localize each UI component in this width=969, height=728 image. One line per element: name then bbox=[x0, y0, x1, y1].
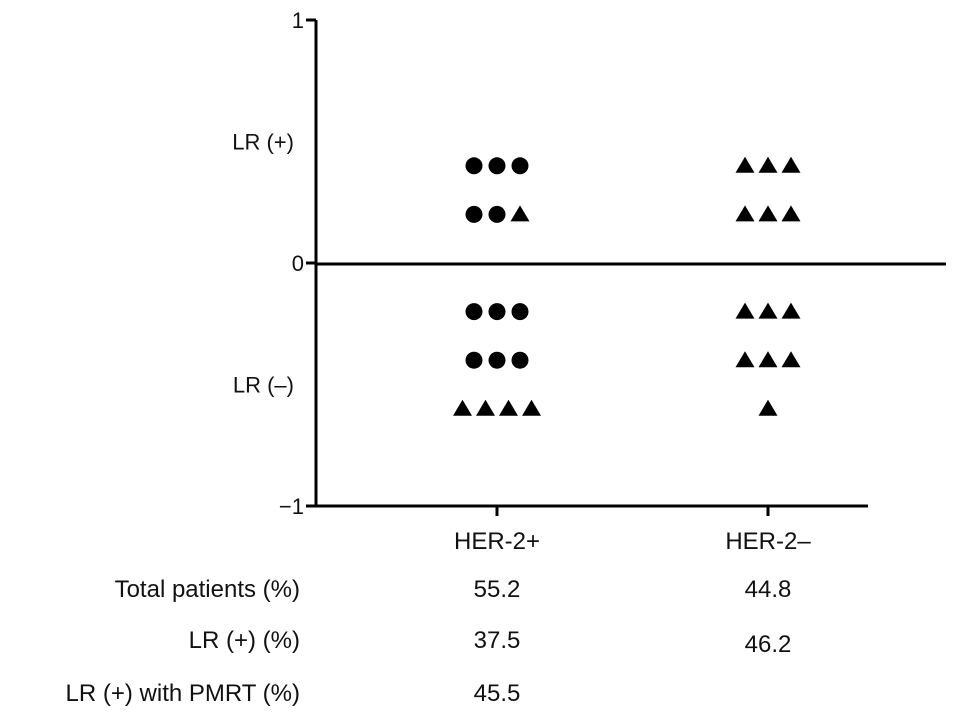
y-tick-labels: 1 0 −1 bbox=[279, 8, 304, 519]
data-point-circle bbox=[511, 303, 529, 321]
category-label: HER-2+ bbox=[454, 528, 540, 555]
data-point-triangle bbox=[735, 205, 755, 222]
data-point-triangle bbox=[735, 156, 755, 173]
data-point-triangle bbox=[781, 302, 801, 319]
data-point-triangle bbox=[758, 302, 778, 319]
data-point-circle bbox=[511, 351, 529, 369]
data-point-triangle bbox=[499, 399, 518, 416]
data-point-circle bbox=[488, 157, 506, 175]
data-point-circle bbox=[465, 205, 483, 223]
data-markers bbox=[453, 156, 801, 416]
data-point-circle bbox=[465, 351, 483, 369]
y-tick-label: 1 bbox=[292, 8, 304, 33]
data-point-triangle bbox=[735, 351, 755, 368]
table-cell-value: 45.5 bbox=[474, 680, 521, 707]
data-point-triangle bbox=[758, 205, 778, 222]
data-point-triangle bbox=[476, 399, 495, 416]
data-point-circle bbox=[511, 157, 529, 175]
data-point-triangle bbox=[781, 156, 801, 173]
data-point-triangle bbox=[522, 399, 541, 416]
y-region-labels: LR (+) LR (–) bbox=[232, 130, 294, 398]
data-point-triangle bbox=[781, 205, 801, 222]
data-point-circle bbox=[465, 157, 483, 175]
data-point-circle bbox=[488, 351, 506, 369]
y-region-label: LR (+) bbox=[232, 130, 294, 155]
data-point-triangle bbox=[510, 205, 530, 222]
data-point-triangle bbox=[735, 302, 755, 319]
data-point-triangle bbox=[453, 399, 472, 416]
y-tick-label: 0 bbox=[292, 251, 304, 276]
table-cell-value: 46.2 bbox=[745, 631, 792, 658]
data-point-circle bbox=[465, 303, 483, 321]
table-row-label: LR (+) with PMRT (%) bbox=[66, 680, 300, 707]
y-tick-marks bbox=[306, 18, 316, 508]
data-point-circle bbox=[488, 205, 506, 223]
table-cell-value: 37.5 bbox=[474, 627, 521, 654]
y-region-label: LR (–) bbox=[233, 373, 294, 398]
table-row-label: Total patients (%) bbox=[115, 576, 300, 603]
y-tick-label: −1 bbox=[279, 494, 304, 519]
data-point-triangle bbox=[781, 351, 801, 368]
table-row-label: LR (+) (%) bbox=[189, 627, 300, 654]
category-labels: HER-2+ HER-2– bbox=[454, 528, 811, 555]
data-point-circle bbox=[488, 303, 506, 321]
table-cell-value: 44.8 bbox=[745, 576, 792, 603]
x-tick-marks bbox=[495, 506, 770, 516]
category-label: HER-2– bbox=[725, 528, 811, 555]
table-cell-value: 55.2 bbox=[474, 576, 521, 603]
data-point-triangle bbox=[758, 156, 778, 173]
data-point-triangle bbox=[758, 399, 778, 416]
summary-table: Total patients (%) 55.2 44.8 LR (+) (%) 37.5… bbox=[66, 576, 792, 707]
data-point-triangle bbox=[758, 351, 778, 368]
